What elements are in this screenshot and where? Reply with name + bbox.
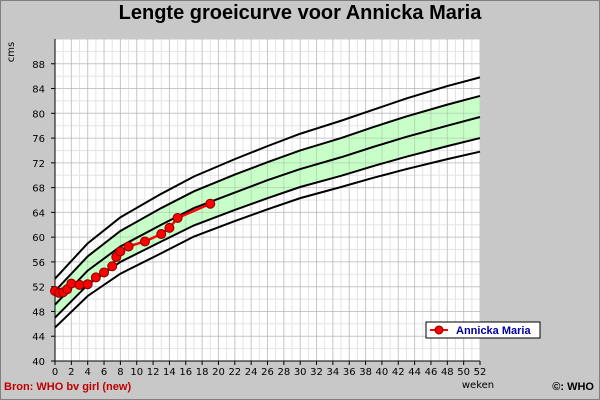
series-point	[82, 279, 93, 290]
x-tick-label: 50	[457, 367, 470, 378]
y-tick-label: 76	[32, 134, 45, 145]
series-point	[156, 229, 167, 240]
x-tick-label: 10	[130, 367, 143, 378]
legend-box	[425, 321, 541, 339]
series-point	[90, 272, 101, 283]
y-tick-label: 40	[32, 357, 45, 368]
y-tick-label: 44	[32, 332, 45, 343]
x-tick-label: 20	[212, 367, 225, 378]
x-tick-label: 2	[68, 367, 74, 378]
y-tick-label: 88	[32, 60, 45, 71]
y-tick-label: 48	[32, 307, 45, 318]
x-tick-label: 18	[196, 367, 209, 378]
x-tick-label: 4	[85, 367, 91, 378]
x-tick-label: 40	[376, 367, 389, 378]
x-axis-label: weken	[462, 380, 494, 391]
reference-band	[55, 95, 480, 318]
reference-curve-2	[54, 137, 481, 319]
x-tick-label: 42	[392, 367, 405, 378]
x-tick-label: 22	[228, 367, 241, 378]
x-tick-label: 48	[441, 367, 454, 378]
series-point	[164, 222, 175, 233]
reference-curve-4	[54, 95, 481, 292]
series-point	[172, 212, 183, 223]
legend-label: Annicka Maria	[456, 325, 531, 337]
chart-title: Lengte groeicurve voor Annicka Maria	[118, 2, 482, 24]
x-tick-label: 38	[359, 367, 372, 378]
x-tick-label: 30	[294, 367, 307, 378]
x-tick-label: 44	[408, 367, 421, 378]
y-tick-label: 56	[32, 258, 45, 269]
legend-marker	[434, 325, 444, 335]
series-point	[99, 267, 110, 278]
x-tick-label: 32	[310, 367, 323, 378]
series-point	[107, 261, 118, 272]
x-tick-label: 26	[261, 367, 274, 378]
x-tick-label: 12	[147, 367, 160, 378]
series-point	[139, 236, 150, 247]
reference-curve-5	[54, 76, 481, 280]
series-point	[66, 278, 77, 289]
x-tick-label: 28	[277, 367, 290, 378]
x-tick-label: 14	[163, 367, 176, 378]
x-tick-label: 52	[474, 367, 487, 378]
series-point	[115, 246, 126, 257]
reference-curve-1	[54, 150, 481, 329]
x-tick-label: 34	[327, 367, 340, 378]
copyright-note: ©: WHO	[552, 381, 594, 393]
x-tick-label: 8	[117, 367, 123, 378]
y-tick-label: 60	[32, 233, 45, 244]
y-axis-label: cms	[6, 42, 17, 62]
x-tick-label: 16	[179, 367, 192, 378]
y-tick-label: 64	[32, 208, 45, 219]
series-point	[74, 279, 85, 290]
x-tick-label: 36	[343, 367, 356, 378]
series-point	[205, 198, 216, 209]
y-tick-label: 84	[32, 85, 45, 96]
y-tick-label: 52	[32, 283, 45, 294]
y-tick-label: 72	[32, 159, 45, 170]
series-point	[123, 241, 134, 252]
x-tick-label: 46	[425, 367, 438, 378]
x-tick-label: 0	[52, 367, 58, 378]
y-tick-label: 80	[32, 109, 45, 120]
y-tick-label: 68	[32, 184, 45, 195]
source-note: Bron: WHO bv girl (new)	[4, 381, 132, 393]
x-tick-label: 6	[101, 367, 107, 378]
x-tick-label: 24	[245, 367, 258, 378]
